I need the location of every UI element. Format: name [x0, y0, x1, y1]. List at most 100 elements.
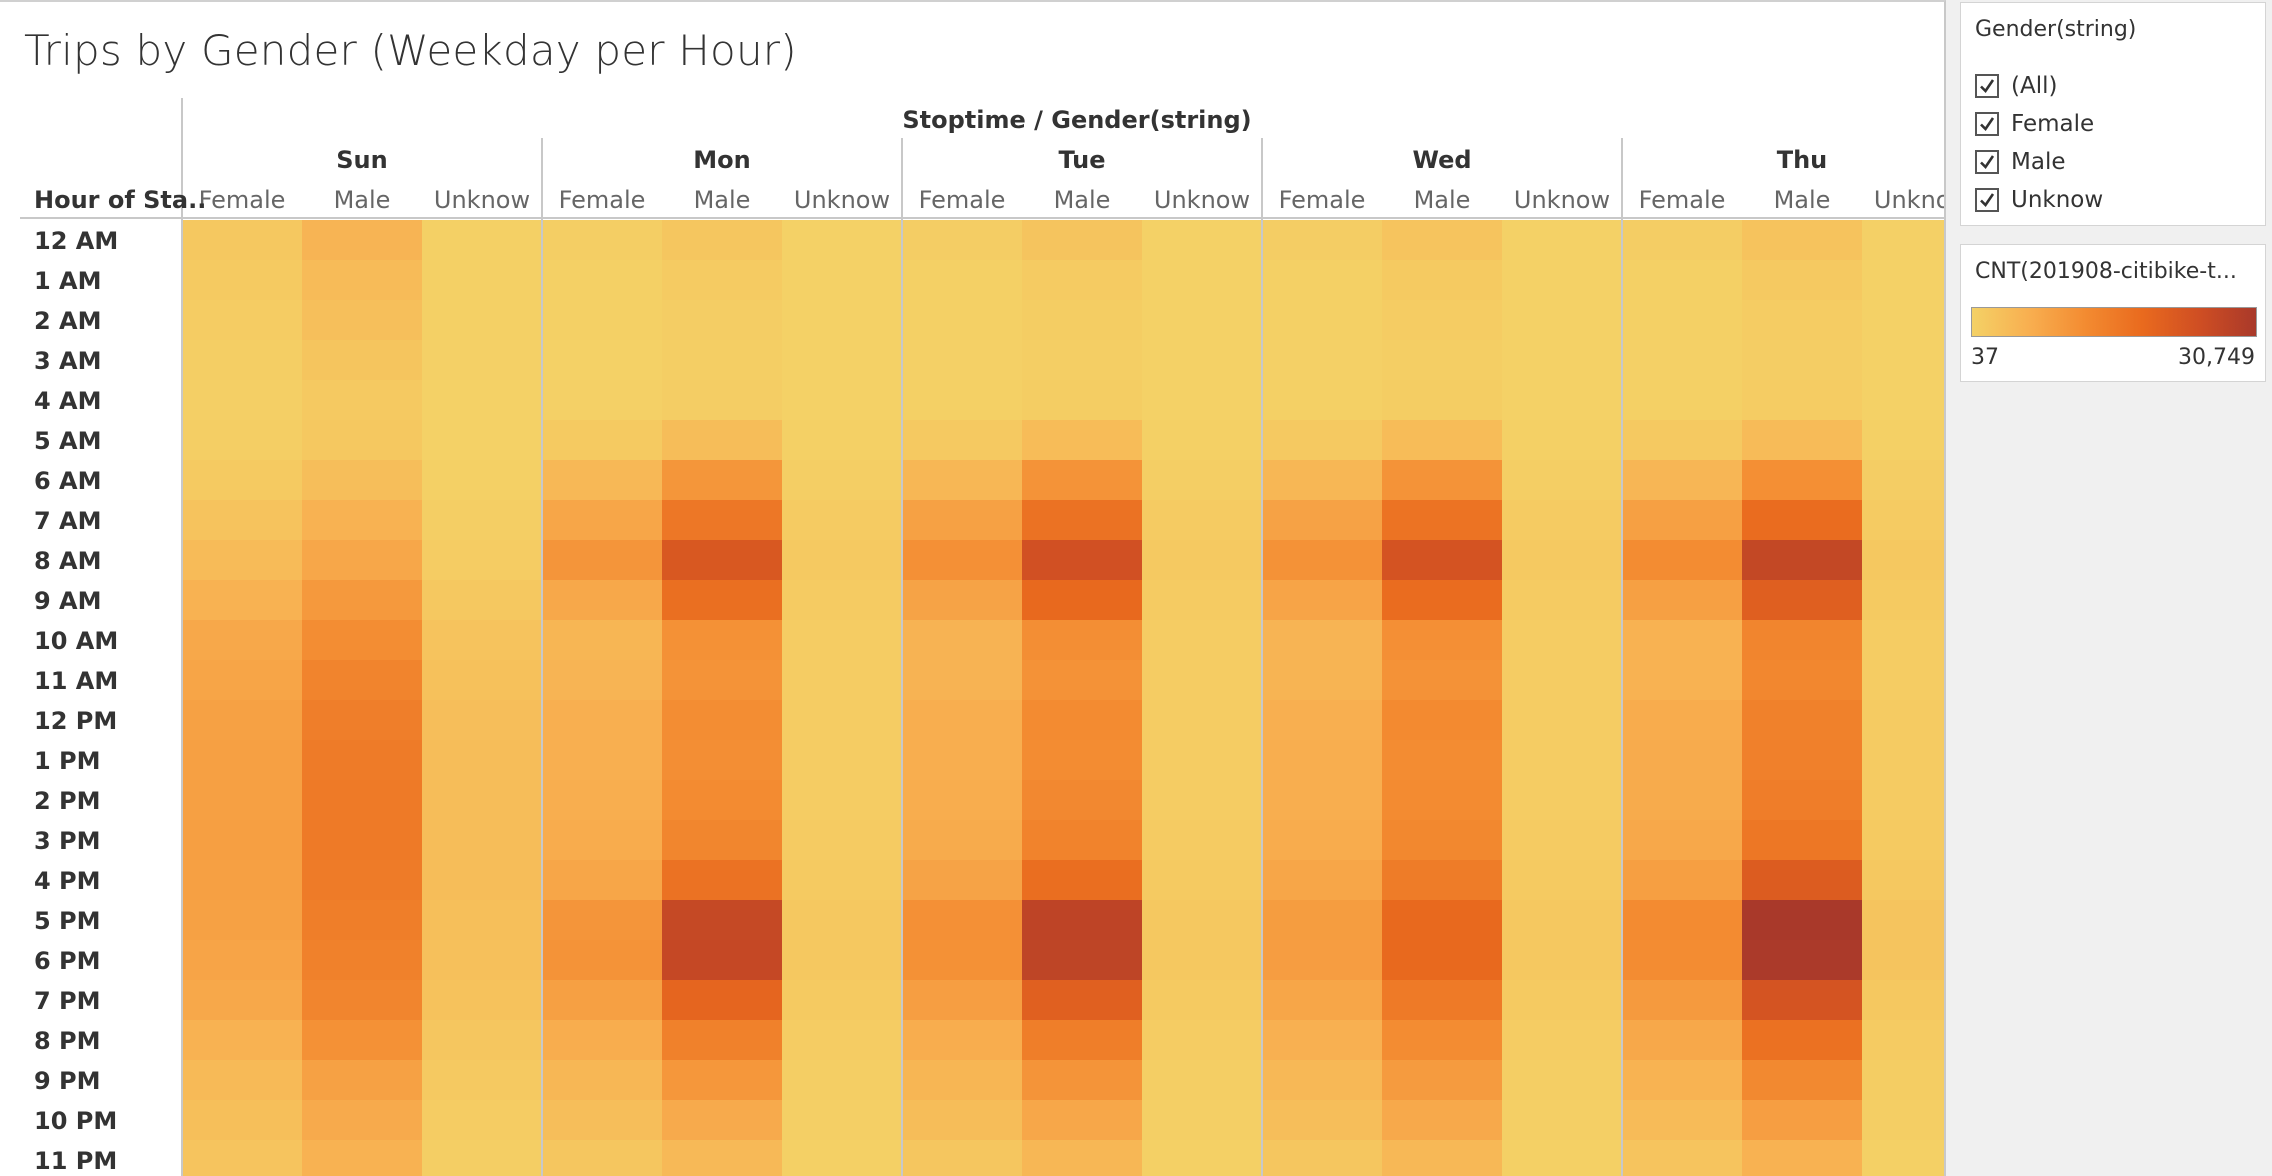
heatmap-cell[interactable]	[1382, 980, 1503, 1021]
heatmap-cell[interactable]	[662, 540, 783, 581]
heatmap-cell[interactable]	[542, 740, 663, 781]
heatmap-cell[interactable]	[662, 1140, 783, 1176]
heatmap-cell[interactable]	[302, 500, 423, 541]
heatmap-cell[interactable]	[1022, 260, 1143, 301]
heatmap-cell[interactable]	[1382, 1060, 1503, 1101]
heatmap-cell[interactable]	[902, 1020, 1023, 1061]
heatmap-cell[interactable]	[182, 380, 303, 421]
heatmap-cell[interactable]	[302, 820, 423, 861]
heatmap-cell[interactable]	[1382, 700, 1503, 741]
heatmap-cell[interactable]	[1502, 620, 1623, 661]
heatmap-cell[interactable]	[1862, 540, 1944, 581]
heatmap-cell[interactable]	[1742, 820, 1863, 861]
heatmap-cell[interactable]	[542, 980, 663, 1021]
filter-item-all[interactable]: (All)	[1975, 69, 2057, 103]
heatmap-cell[interactable]	[422, 1060, 543, 1101]
heatmap-cell[interactable]	[662, 420, 783, 461]
heatmap-cell[interactable]	[1022, 540, 1143, 581]
heatmap-cell[interactable]	[1382, 380, 1503, 421]
heatmap-cell[interactable]	[782, 740, 903, 781]
filter-item-male[interactable]: Male	[1975, 145, 2065, 179]
heatmap-cell[interactable]	[1742, 660, 1863, 701]
checkbox-checked-icon[interactable]	[1975, 74, 1999, 98]
heatmap-cell[interactable]	[1022, 820, 1143, 861]
heatmap-cell[interactable]	[1262, 940, 1383, 981]
heatmap-cell[interactable]	[902, 900, 1023, 941]
heatmap-cell[interactable]	[182, 460, 303, 501]
heatmap-cell[interactable]	[1862, 220, 1944, 261]
heatmap-cell[interactable]	[182, 940, 303, 981]
heatmap-cell[interactable]	[1742, 260, 1863, 301]
heatmap-cell[interactable]	[1502, 700, 1623, 741]
heatmap-cell[interactable]	[1742, 900, 1863, 941]
heatmap-cell[interactable]	[1022, 380, 1143, 421]
heatmap-cell[interactable]	[1382, 1140, 1503, 1176]
heatmap-cell[interactable]	[1502, 820, 1623, 861]
heatmap-cell[interactable]	[1382, 820, 1503, 861]
heatmap-cell[interactable]	[1862, 780, 1944, 821]
heatmap-cell[interactable]	[1862, 740, 1944, 781]
heatmap-cell[interactable]	[1622, 1140, 1743, 1176]
heatmap-cell[interactable]	[1862, 500, 1944, 541]
heatmap-cell[interactable]	[1382, 660, 1503, 701]
heatmap-cell[interactable]	[422, 300, 543, 341]
heatmap-cell[interactable]	[1142, 460, 1263, 501]
heatmap-cell[interactable]	[1142, 860, 1263, 901]
heatmap-cell[interactable]	[1622, 260, 1743, 301]
heatmap-cell[interactable]	[1142, 500, 1263, 541]
heatmap-cell[interactable]	[1742, 700, 1863, 741]
heatmap-cell[interactable]	[1742, 860, 1863, 901]
heatmap-cell[interactable]	[662, 260, 783, 301]
heatmap-cell[interactable]	[782, 940, 903, 981]
heatmap-cell[interactable]	[782, 980, 903, 1021]
heatmap-cell[interactable]	[782, 860, 903, 901]
heatmap-cell[interactable]	[662, 380, 783, 421]
heatmap-cell[interactable]	[1262, 780, 1383, 821]
heatmap-cell[interactable]	[1262, 1020, 1383, 1061]
heatmap-cell[interactable]	[1022, 420, 1143, 461]
heatmap-cell[interactable]	[1022, 660, 1143, 701]
heatmap-cell[interactable]	[782, 220, 903, 261]
heatmap-cell[interactable]	[1142, 260, 1263, 301]
heatmap-cell[interactable]	[662, 620, 783, 661]
heatmap-cell[interactable]	[182, 220, 303, 261]
heatmap-cell[interactable]	[1142, 300, 1263, 341]
heatmap-cell[interactable]	[1022, 900, 1143, 941]
heatmap-cell[interactable]	[782, 780, 903, 821]
heatmap-cell[interactable]	[1742, 1020, 1863, 1061]
heatmap-cell[interactable]	[1262, 700, 1383, 741]
heatmap-cell[interactable]	[1502, 580, 1623, 621]
heatmap-chart[interactable]: Stoptime / Gender(string) Sun Female Male Un…	[0, 2, 1944, 1176]
heatmap-cell[interactable]	[902, 580, 1023, 621]
heatmap-cell[interactable]	[422, 980, 543, 1021]
heatmap-cell[interactable]	[422, 580, 543, 621]
heatmap-cell[interactable]	[1262, 460, 1383, 501]
heatmap-cell[interactable]	[902, 260, 1023, 301]
heatmap-cell[interactable]	[1862, 940, 1944, 981]
heatmap-cell[interactable]	[1262, 580, 1383, 621]
heatmap-cell[interactable]	[902, 700, 1023, 741]
heatmap-cell[interactable]	[302, 780, 423, 821]
heatmap-cell[interactable]	[422, 420, 543, 461]
heatmap-cell[interactable]	[1742, 580, 1863, 621]
heatmap-cell[interactable]	[542, 380, 663, 421]
heatmap-cell[interactable]	[1262, 380, 1383, 421]
heatmap-cell[interactable]	[422, 460, 543, 501]
heatmap-cell[interactable]	[302, 700, 423, 741]
heatmap-cell[interactable]	[782, 900, 903, 941]
heatmap-cell[interactable]	[1862, 1060, 1944, 1101]
heatmap-cell[interactable]	[1862, 380, 1944, 421]
heatmap-cell[interactable]	[302, 220, 423, 261]
heatmap-cell[interactable]	[1502, 1060, 1623, 1101]
heatmap-cell[interactable]	[1502, 460, 1623, 501]
heatmap-cell[interactable]	[1262, 740, 1383, 781]
heatmap-cell[interactable]	[1862, 340, 1944, 381]
heatmap-cell[interactable]	[902, 660, 1023, 701]
heatmap-cell[interactable]	[302, 580, 423, 621]
heatmap-cell[interactable]	[1142, 1060, 1263, 1101]
heatmap-cell[interactable]	[902, 380, 1023, 421]
heatmap-cell[interactable]	[1502, 740, 1623, 781]
heatmap-cell[interactable]	[1262, 420, 1383, 461]
heatmap-cell[interactable]	[1022, 860, 1143, 901]
heatmap-cell[interactable]	[782, 1020, 903, 1061]
